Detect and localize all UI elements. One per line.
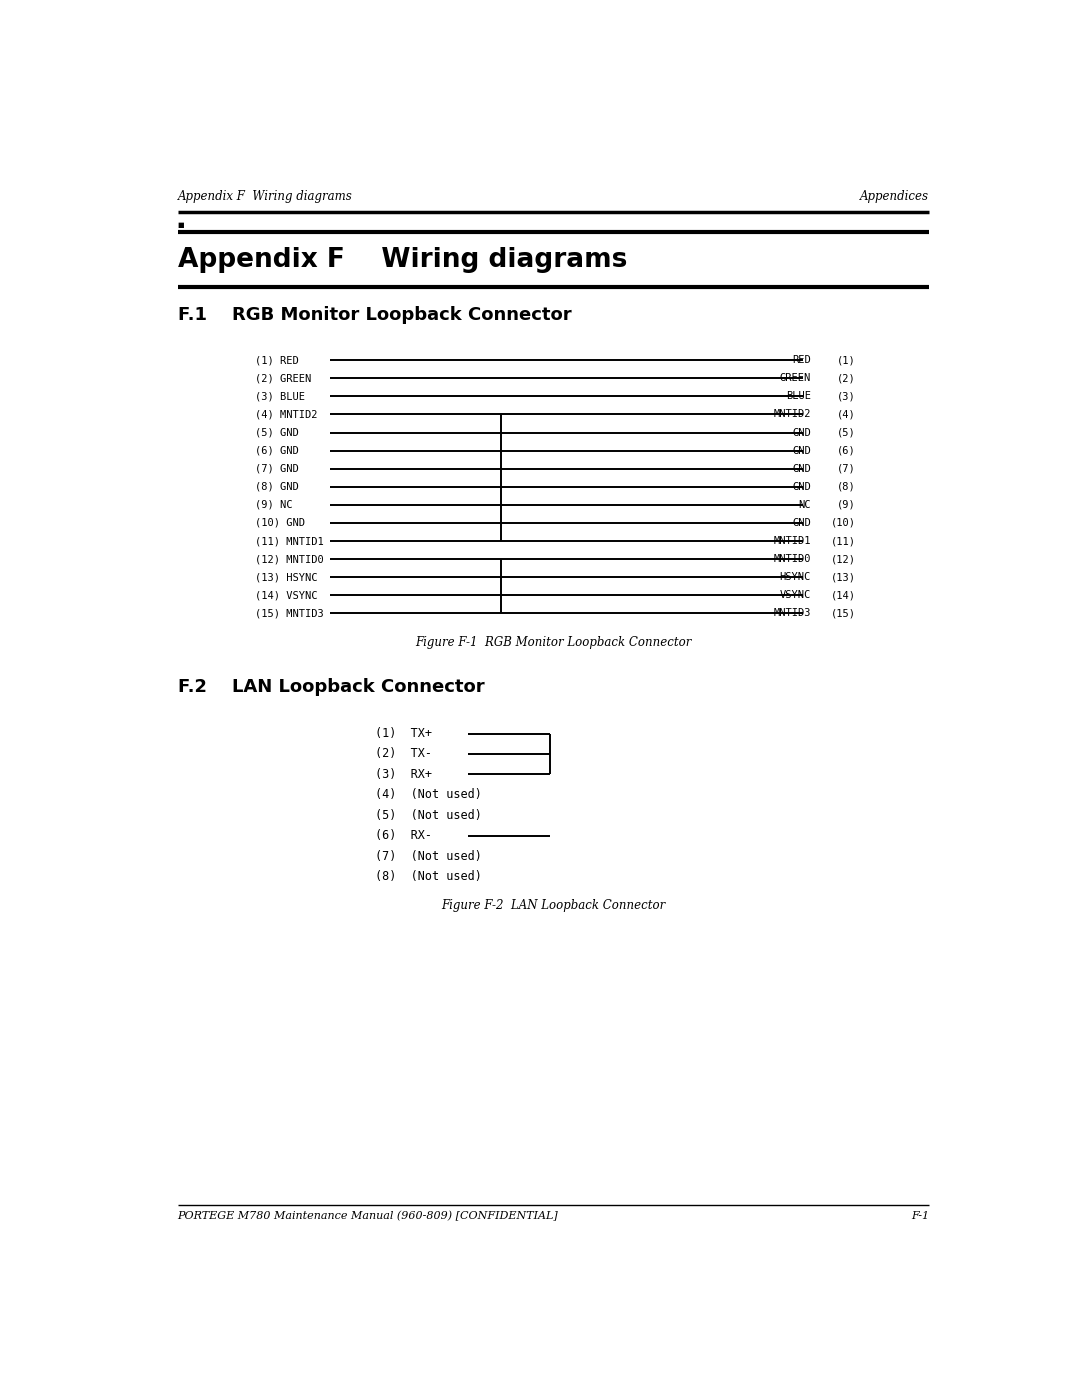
Text: MNTID3: MNTID3 <box>773 609 811 619</box>
Text: (7) GND: (7) GND <box>255 464 299 474</box>
Text: (5) GND: (5) GND <box>255 427 299 437</box>
Text: (11) MNTID1: (11) MNTID1 <box>255 536 324 546</box>
Text: (4) MNTID2: (4) MNTID2 <box>255 409 318 419</box>
Text: MNTID1: MNTID1 <box>773 536 811 546</box>
Text: GND: GND <box>792 446 811 455</box>
Text: Appendix F    Wiring diagrams: Appendix F Wiring diagrams <box>177 247 627 272</box>
Text: (11): (11) <box>831 536 855 546</box>
Text: VSYNC: VSYNC <box>780 591 811 601</box>
Text: (14): (14) <box>831 591 855 601</box>
Text: (12): (12) <box>831 555 855 564</box>
Text: F.2    LAN Loopback Connector: F.2 LAN Loopback Connector <box>177 679 484 696</box>
Text: MNTID2: MNTID2 <box>773 409 811 419</box>
Text: (6) GND: (6) GND <box>255 446 299 455</box>
Text: (12) MNTID0: (12) MNTID0 <box>255 555 324 564</box>
Text: RED: RED <box>792 355 811 365</box>
Text: NC: NC <box>798 500 811 510</box>
Text: (3): (3) <box>837 391 855 401</box>
Text: (1) RED: (1) RED <box>255 355 299 365</box>
Text: (2): (2) <box>837 373 855 383</box>
Text: (14) VSYNC: (14) VSYNC <box>255 591 318 601</box>
Text: (1): (1) <box>837 355 855 365</box>
Text: (5)  (Not used): (5) (Not used) <box>375 809 482 821</box>
Text: (15): (15) <box>831 609 855 619</box>
Text: (1)  TX+: (1) TX+ <box>375 726 432 740</box>
Text: MNTID0: MNTID0 <box>773 555 811 564</box>
Text: (15) MNTID3: (15) MNTID3 <box>255 609 324 619</box>
Text: (10) GND: (10) GND <box>255 518 306 528</box>
Text: (3)  RX+: (3) RX+ <box>375 768 432 781</box>
Text: GND: GND <box>792 464 811 474</box>
Text: ■: ■ <box>177 221 185 229</box>
Text: Figure F-1  RGB Monitor Loopback Connector: Figure F-1 RGB Monitor Loopback Connecto… <box>416 636 691 650</box>
Text: (2)  TX-: (2) TX- <box>375 747 432 760</box>
Text: GND: GND <box>792 518 811 528</box>
Text: F.1    RGB Monitor Loopback Connector: F.1 RGB Monitor Loopback Connector <box>177 306 571 324</box>
Text: (13) HSYNC: (13) HSYNC <box>255 573 318 583</box>
Text: (6)  RX-: (6) RX- <box>375 828 432 842</box>
Text: GND: GND <box>792 427 811 437</box>
Text: PORTEGE M780 Maintenance Manual (960-809) [CONFIDENTIAL]: PORTEGE M780 Maintenance Manual (960-809… <box>177 1211 558 1221</box>
Text: (2) GREEN: (2) GREEN <box>255 373 311 383</box>
Text: F-1: F-1 <box>912 1211 930 1221</box>
Text: (9) NC: (9) NC <box>255 500 293 510</box>
Text: (4): (4) <box>837 409 855 419</box>
Text: Appendices: Appendices <box>861 190 930 203</box>
Text: (6): (6) <box>837 446 855 455</box>
Text: BLUE: BLUE <box>786 391 811 401</box>
Text: (13): (13) <box>831 573 855 583</box>
Text: Appendix F  Wiring diagrams: Appendix F Wiring diagrams <box>177 190 352 203</box>
Text: (5): (5) <box>837 427 855 437</box>
Text: HSYNC: HSYNC <box>780 573 811 583</box>
Text: (7): (7) <box>837 464 855 474</box>
Text: (8): (8) <box>837 482 855 492</box>
Text: Figure F-2  LAN Loopback Connector: Figure F-2 LAN Loopback Connector <box>442 900 665 912</box>
Text: (8) GND: (8) GND <box>255 482 299 492</box>
Text: (8)  (Not used): (8) (Not used) <box>375 870 482 883</box>
Text: GND: GND <box>792 482 811 492</box>
Text: (7)  (Not used): (7) (Not used) <box>375 849 482 862</box>
Text: GREEN: GREEN <box>780 373 811 383</box>
Text: (10): (10) <box>831 518 855 528</box>
Text: (9): (9) <box>837 500 855 510</box>
Text: (4)  (Not used): (4) (Not used) <box>375 788 482 802</box>
Text: (3) BLUE: (3) BLUE <box>255 391 306 401</box>
